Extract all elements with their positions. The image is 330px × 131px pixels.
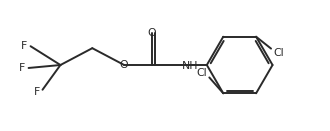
Text: F: F bbox=[19, 63, 26, 73]
Text: F: F bbox=[34, 87, 41, 97]
Text: O: O bbox=[120, 60, 128, 70]
Text: F: F bbox=[21, 41, 28, 51]
Text: NH: NH bbox=[182, 61, 198, 71]
Text: Cl: Cl bbox=[273, 48, 284, 58]
Text: O: O bbox=[148, 28, 156, 38]
Text: Cl: Cl bbox=[197, 69, 207, 78]
